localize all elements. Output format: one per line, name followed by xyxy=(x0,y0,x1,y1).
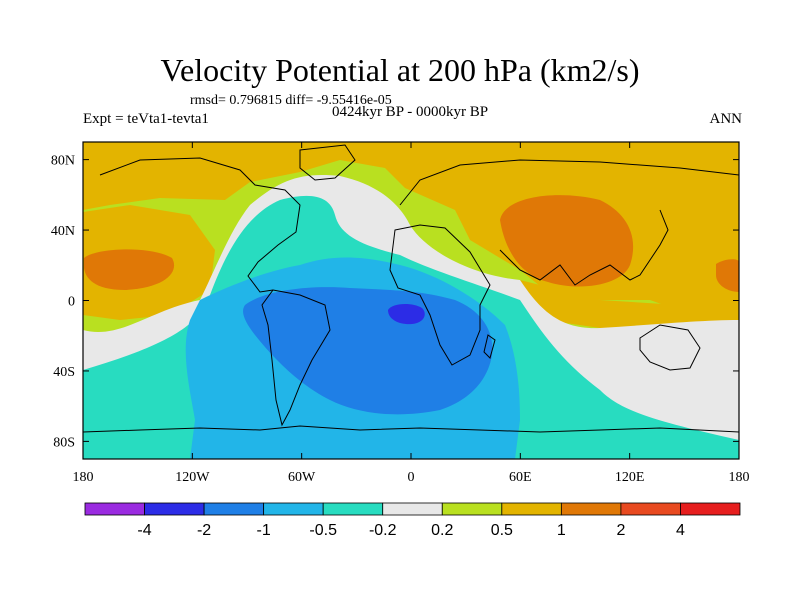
colorbar-swatch xyxy=(501,502,562,516)
coast-eurasia xyxy=(399,159,739,286)
colorbar-level-label: -2 xyxy=(197,522,211,539)
fill-dark-blue xyxy=(388,304,425,325)
colorbar-swatch xyxy=(382,502,443,516)
season-label: ANN xyxy=(709,111,743,127)
y-axis: 80N 40N 0 40S 80S xyxy=(51,154,739,450)
rmsd-stats: rmsd= 0.796815 diff= -9.55416e-05 xyxy=(190,93,392,108)
y-tick-label: 0 xyxy=(68,295,75,310)
colorbar: -4 -2 -1 -0.5 -0.2 0.2 0.5 1 2 4 xyxy=(84,502,741,539)
x-tick-label: 180 xyxy=(73,470,94,485)
contour-fill xyxy=(83,142,739,459)
colorbar-swatch xyxy=(560,502,622,516)
x-tick-label: 180 xyxy=(729,470,750,485)
fill-orange-indian xyxy=(520,280,739,330)
colorbar-level-label: 2 xyxy=(616,522,625,539)
period-subtitle: 0424kyr BP - 0000kyr BP xyxy=(331,104,489,120)
colorbar-level-label: -1 xyxy=(257,522,271,539)
y-tick-label: 80N xyxy=(51,154,75,169)
fill-dark-orange-asia xyxy=(500,195,634,287)
y-tick-label: 80S xyxy=(53,435,75,450)
y-tick-label: 40S xyxy=(53,365,75,380)
colorbar-swatch xyxy=(441,502,503,516)
fill-dark-orange-pacific xyxy=(84,249,175,290)
colorbar-level-label: 1 xyxy=(557,522,566,539)
x-tick-label: 60W xyxy=(288,470,316,485)
x-tick-label: 0 xyxy=(408,470,415,485)
x-tick-label: 60E xyxy=(509,470,532,485)
coastlines xyxy=(83,144,739,433)
colorbar-swatch xyxy=(203,502,265,516)
colorbar-swatch xyxy=(144,502,205,516)
fill-dark-orange-east xyxy=(716,259,739,292)
coast-greenland xyxy=(299,144,356,181)
x-axis: 180 120W 60W 0 60E 120E 180 xyxy=(73,142,750,485)
map-title: Velocity Potential at 200 hPa (km2/s) xyxy=(160,52,640,88)
coast-south-america xyxy=(261,289,331,427)
colorbar-level-label: 0.5 xyxy=(491,522,513,539)
y-tick-label: 40N xyxy=(51,224,75,239)
experiment-label: Expt = teVta1-tevta1 xyxy=(83,111,209,127)
coast-australia xyxy=(639,324,701,371)
coast-africa xyxy=(389,224,491,366)
colorbar-level-label: -0.5 xyxy=(309,522,337,539)
colorbar-swatch xyxy=(322,502,384,516)
x-tick-label: 120E xyxy=(615,470,645,485)
colorbar-swatch xyxy=(620,502,681,516)
colorbar-level-label: -4 xyxy=(137,522,151,539)
colorbar-level-label: 4 xyxy=(676,522,685,539)
coast-north-america xyxy=(99,157,301,293)
colorbar-swatch xyxy=(84,502,145,516)
colorbar-level-label: 0.2 xyxy=(431,522,453,539)
fill-blue xyxy=(243,287,493,415)
colorbar-swatch xyxy=(680,502,741,516)
coast-antarctica xyxy=(83,425,739,433)
x-tick-label: 120W xyxy=(175,470,210,485)
colorbar-level-label: -0.2 xyxy=(369,522,397,539)
colorbar-swatch xyxy=(263,502,324,516)
coast-madagascar xyxy=(483,334,496,359)
